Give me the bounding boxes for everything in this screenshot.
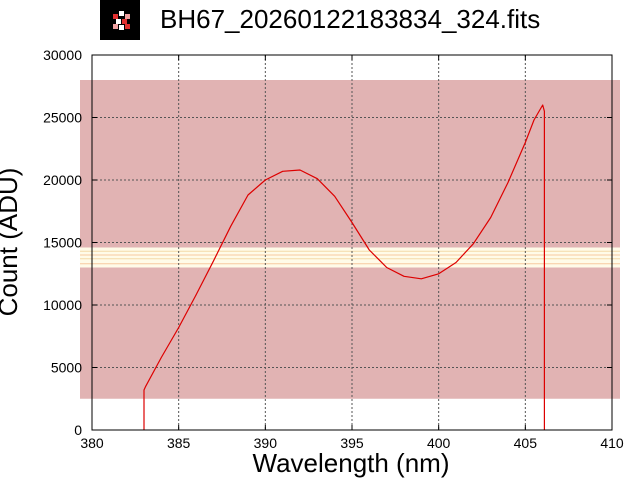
- x-tick-label: 385: [167, 435, 191, 451]
- x-tick-label: 410: [600, 435, 624, 451]
- y-tick-label: 15000: [43, 235, 82, 251]
- y-tick-label: 10000: [43, 297, 82, 313]
- y-tick-label: 30000: [43, 47, 82, 63]
- y-tick-label: 25000: [43, 110, 82, 126]
- plot-area: 380 385 390 395 400 405 410 0 5000 10000 15000 2000…: [43, 47, 624, 451]
- x-tick-label: 395: [340, 435, 364, 451]
- title-icon: [100, 0, 140, 40]
- x-axis-title: Wavelength (nm): [253, 448, 450, 478]
- x-tick-label: 390: [254, 435, 278, 451]
- chart-title: BH67_20260122183834_324.fits: [160, 4, 540, 34]
- y-tick-label: 0: [74, 422, 82, 438]
- x-tick-label: 400: [427, 435, 451, 451]
- y-tick-label: 5000: [51, 360, 82, 376]
- y-axis-title: Count (ADU): [0, 168, 23, 317]
- x-tick-label: 380: [80, 435, 104, 451]
- bright-stripe: [80, 247, 620, 268]
- y-tick-label: 20000: [43, 172, 82, 188]
- overlay-band: [80, 80, 620, 399]
- series-line: [143, 104, 546, 430]
- x-tick-label: 405: [514, 435, 538, 451]
